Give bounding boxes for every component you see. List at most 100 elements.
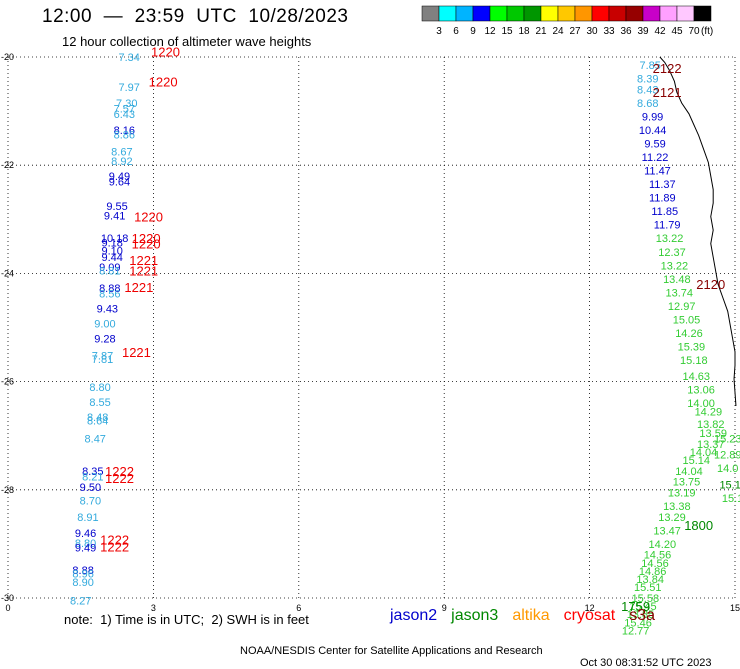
pass-time-label: 1221	[129, 264, 158, 279]
wave-height-label: 9.55	[106, 201, 127, 213]
wave-height-label: 9.28	[94, 333, 115, 345]
wave-height-label: 15.14	[682, 455, 710, 467]
wave-height-label: 12.89	[714, 450, 740, 462]
y-tick-label: -22	[1, 160, 14, 170]
wave-height-label: 8.80	[75, 538, 96, 550]
wave-height-label: 13.82	[697, 419, 725, 431]
pass-time-label: 2121	[653, 85, 682, 100]
scale-tick-label: 3	[436, 26, 442, 37]
pass-time-label: 1221	[122, 345, 151, 360]
wave-height-label: 13.84	[636, 574, 664, 586]
footnote: note: 1) Time is in UTC; 2) SWH is in fe…	[64, 612, 309, 627]
y-tick-label: -30	[1, 593, 14, 603]
wave-height-label: 15.46	[624, 617, 652, 629]
pass-time-label: 1220	[149, 74, 178, 89]
wave-height-label: 8.68	[637, 98, 658, 110]
chart-title: 12:00 — 23:59 UTC 10/28/2023	[42, 6, 349, 27]
wave-height-label: 14.63	[682, 371, 710, 383]
satellite-legend: jason2 jason3 altika cryosat s3a	[390, 607, 669, 625]
wave-height-label: 8.39	[637, 74, 658, 86]
x-tick-label: 0	[5, 603, 10, 613]
wave-height-label: 8.21	[82, 471, 103, 483]
scale-tick-label: 30	[586, 26, 598, 37]
pass-time-label: 1800	[684, 518, 713, 533]
wave-height-label: 12.37	[658, 247, 686, 259]
wave-height-label: 8.43	[637, 84, 658, 96]
wave-height-label: 9.49	[109, 171, 130, 183]
wave-height-label: 13.85	[627, 609, 655, 621]
wave-height-label: 13.59	[699, 428, 727, 440]
x-tick-label: 6	[296, 603, 301, 613]
pass-time-label: 1220	[132, 237, 161, 252]
x-tick-label: 9	[442, 603, 447, 613]
wave-height-label: 13.22	[656, 233, 684, 245]
wave-height-label: 8.91	[77, 512, 98, 524]
wave-height-label: 13.06	[687, 385, 715, 397]
wave-height-label: 15.05	[673, 314, 701, 326]
scale-tick-label: 36	[620, 26, 632, 37]
scale-tick-label: 39	[637, 26, 649, 37]
wave-height-label: 10.18	[101, 233, 129, 245]
wave-height-label: 14.0	[717, 463, 738, 475]
wave-height-label: 7.97	[118, 82, 139, 94]
wave-height-label: 7.57	[114, 103, 135, 115]
wave-height-label: 15.58	[632, 593, 660, 605]
x-tick-label: 12	[585, 603, 595, 613]
wave-height-label: 8.47	[85, 433, 106, 445]
wave-height-label: 8.55	[89, 397, 110, 409]
wave-height-label: 13.48	[663, 274, 691, 286]
pass-time-label: 1220	[151, 45, 180, 60]
wave-height-label: 11.85	[651, 206, 678, 218]
wave-height-label: 8.96	[72, 569, 93, 581]
wave-height-label: 15.45	[629, 601, 657, 613]
wave-height-label: 14.20	[649, 539, 677, 551]
wave-height-label: 6.43	[114, 109, 135, 121]
wave-height-label: 9.64	[109, 176, 130, 188]
wave-height-label: 9.10	[101, 246, 122, 258]
wave-height-label: 9.99	[642, 112, 663, 124]
x-tick-label: 15	[730, 603, 740, 613]
wave-height-label: 9.44	[101, 252, 122, 264]
wave-height-label: 15.39	[678, 341, 706, 353]
wave-height-label: 8.67	[111, 147, 132, 159]
wave-height-label: 11.89	[649, 193, 676, 205]
wave-height-label: 15.23	[714, 433, 740, 445]
wave-height-label: 9.46	[75, 528, 96, 540]
pass-time-label: 1222	[100, 540, 129, 555]
wave-height-label: 9.41	[104, 211, 125, 223]
footer-timestamp: Oct 30 08:31:52 UTC 2023	[580, 657, 712, 669]
wave-height-label: 9.43	[97, 304, 118, 316]
y-tick-label: -24	[1, 268, 14, 278]
footer-source: NOAA/NESDIS Center for Satellite Applica…	[240, 645, 543, 657]
scale-tick-label: 27	[569, 26, 581, 37]
wave-height-label: 14.00	[687, 398, 715, 410]
satellite-name: jason2	[390, 607, 438, 624]
wave-height-label: 11.22	[642, 152, 669, 164]
wave-height-label: 13.29	[658, 512, 686, 524]
chart-subtitle: 12 hour collection of altimeter wave hei…	[62, 34, 312, 49]
wave-height-label: 9.49	[75, 543, 96, 555]
wave-height-label: 15.1	[719, 479, 740, 491]
pass-time-label: 1220	[134, 210, 163, 225]
wave-height-label: 15.51	[634, 582, 662, 594]
scale-tick-label: 33	[603, 26, 615, 37]
wave-height-label: 15.18	[680, 355, 708, 367]
scale-unit-label: (ft)	[701, 26, 713, 37]
wave-height-label: 15.1	[722, 493, 740, 505]
wave-height-label: 8.92	[111, 156, 132, 168]
pass-time-label: 1759	[621, 599, 650, 614]
pass-time-label: 1222	[105, 471, 134, 486]
wave-height-label: 7.81	[92, 354, 113, 366]
pass-time-label: 2122	[653, 61, 682, 76]
scale-tick-label: 15	[501, 26, 513, 37]
scale-swatch	[693, 5, 712, 22]
pass-time-label: 2120	[696, 277, 725, 292]
scale-tick-label: 70	[688, 26, 700, 37]
scale-tick-label: 24	[552, 26, 564, 37]
y-tick-label: -28	[1, 485, 14, 495]
wave-height-label: 13.75	[673, 477, 701, 489]
scale-tick-label: 42	[654, 26, 666, 37]
wave-height-label: 7.30	[116, 98, 137, 110]
wave-height-label: 8.70	[80, 496, 101, 508]
wave-height-label: 14.56	[644, 550, 672, 562]
